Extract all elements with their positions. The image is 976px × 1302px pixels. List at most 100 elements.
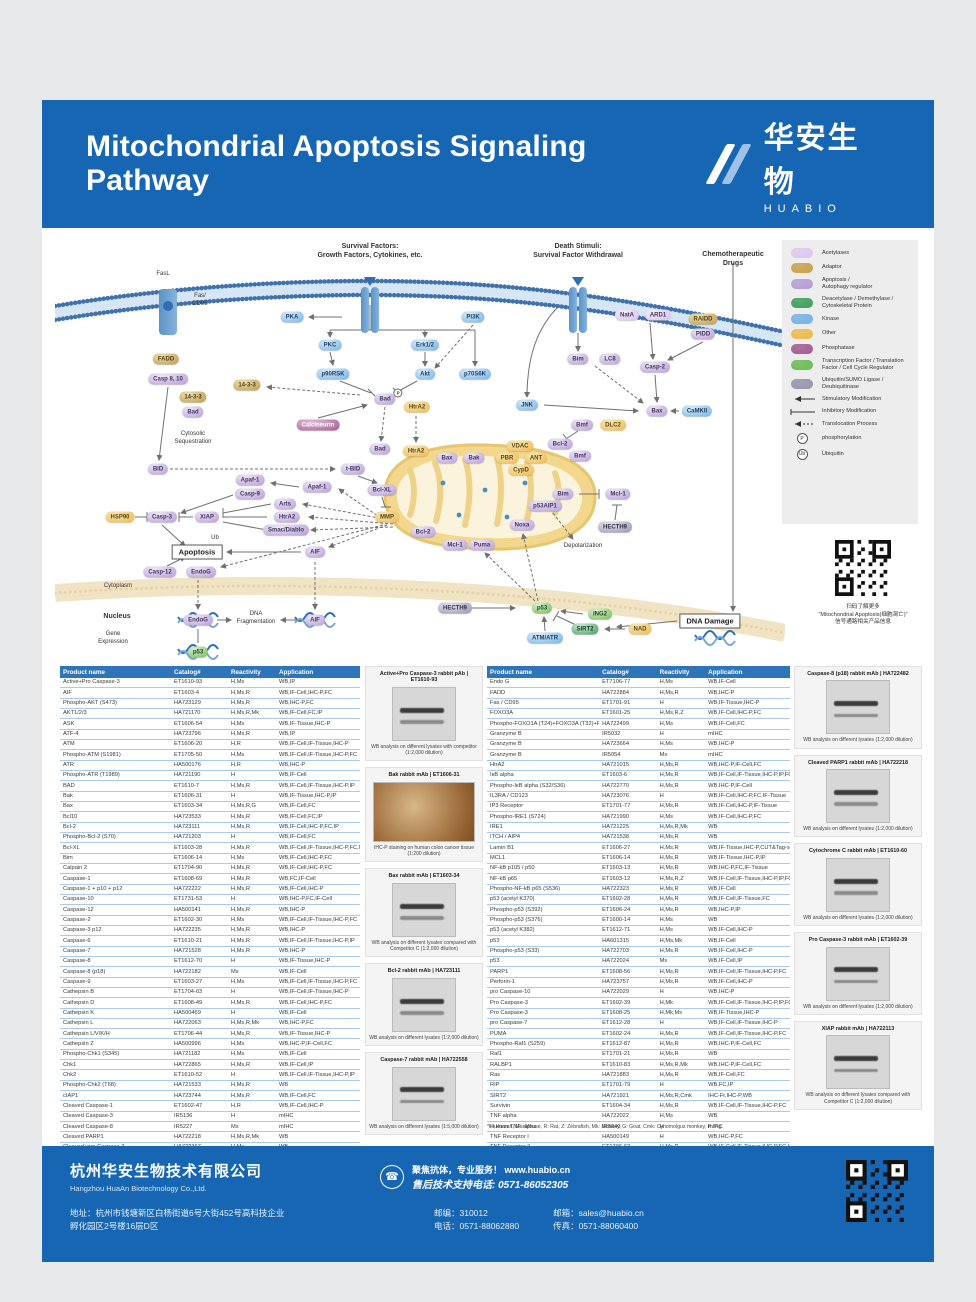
footer-band: 杭州华安生物技术有限公司 Hangzhou HuaAn Biotechnolog…: [42, 1146, 934, 1262]
pathway-node-bid: BID: [147, 463, 169, 475]
table-row: pro Caspase-7 ET1612-28 H WB,IF-Cell,IF-Tis…: [487, 1018, 790, 1030]
legend-item: Inhibitory Modification: [789, 408, 911, 416]
western-blot-image: [826, 680, 890, 735]
pathway-node-smac-diablo: Smac/Diablo: [262, 524, 310, 536]
legend-item-label: Inhibitory Modification: [822, 408, 877, 415]
legend-item: Stimulatory Modification: [789, 395, 911, 403]
legend-swatch-icon: [791, 360, 813, 371]
pathway-node-endog: EndoG: [183, 614, 213, 626]
western-blot-image: [392, 977, 456, 1032]
panel-caption: WB analysis on different lysates compare…: [371, 939, 477, 953]
pathway-node-casp-8-10: Casp 8, 10: [148, 373, 188, 385]
table-row: Bim ET1606-14 H,Ms WB,IF-Cell,IHC-P,FC: [60, 853, 360, 864]
panel-title: Bcl-2 rabbit mAb | HA723111: [387, 968, 461, 975]
table-row: Fas / CD95 ET1701-91 H WB,IF-Tissue,IHC-P: [487, 698, 790, 710]
table-row: Caspase-1 ET1608-69 H,Ms,R WB,FC,IF-Cell: [60, 873, 360, 885]
legend-item-label: Ubiquitin/SUMO Ligase / Deubiquitinase: [822, 376, 884, 390]
footer-email[interactable]: 邮箱：sales@huabio.cn: [553, 1208, 644, 1218]
pathway-node-p53: p53: [187, 646, 209, 658]
legend-item: Apoptosis / Autophagy regulator: [789, 277, 911, 291]
legend-swatch-icon: [791, 297, 813, 308]
table-row: FADD HA722884 H,Ms,R WB,IHC-P: [487, 687, 790, 699]
table-row: ITCH / AIP4 HA721538 H,Ms,R WB: [487, 832, 790, 844]
table-row: Phospho-Bcl-2 (S70) HA721203 H WB,IF-Cell,F…: [60, 832, 360, 844]
pathway-node-htra2: HtrA2: [402, 445, 430, 457]
footer-address: 地址：杭州市钱塘新区白杨街道6号大街452号高科技企业 孵化园区2号楼16层D区: [70, 1208, 285, 1231]
table-row: Phospho-Chk2 (T68) HA721533 H,Ms,R WB: [60, 1080, 360, 1092]
pathway-node-p70s6k: p70S6K: [458, 368, 492, 380]
table-row: pro Caspase-10 HA722029 H WB,IHC-P: [487, 987, 790, 999]
mitochondria-shape: [383, 443, 597, 551]
footer-phone: 电话：0571-88062880: [434, 1220, 520, 1231]
table-row: ATM ET1606-20 H,R WB,IF-Cell,IF-Tissue,IHC-…: [60, 739, 360, 751]
pathway-node-mcl-1: Mcl-1: [605, 488, 631, 500]
legend: Acetylases Adaptor Apoptosis / Autophagy r…: [782, 240, 918, 524]
panel-title: Cytochrome C rabbit mAb | ET1610-60: [809, 848, 907, 855]
page-title: Mitochondrial Apoptosis Signaling Pathwa…: [86, 130, 587, 197]
panel-caption: WB analysis on different lysates compare…: [805, 1092, 911, 1105]
legend-item-label: Stimulatory Modification: [822, 395, 882, 402]
validation-panel: Pro Caspase-3 rabbit mAb | ET1602-39 WB a…: [794, 932, 922, 1015]
table-row: Phospho-p53 (S392) ET1606-24 H,Ms,R WB,IHC-…: [487, 904, 790, 916]
table-row: RALBP1 ET1610-83 H,Ms,R,Mk WB,IHC-P,IF-Cell…: [487, 1059, 790, 1071]
pathway-node-casp-9: Casp-9: [234, 488, 266, 500]
pathway-node-pkc: PKC: [318, 339, 342, 351]
table-row: Phospho-Chk1 (S345) HA721182 H,Ms WB,IF-Cel…: [60, 1049, 360, 1061]
table-row: Phospho-ATR (T1989) HA721190 H WB,IF-Cell: [60, 770, 360, 782]
pathway-node-calcineurin: Calcineurin: [296, 419, 340, 431]
footer-qr-code: [846, 1160, 908, 1222]
legend-item-label: Deacetylase / Demethylase / Cytoskeletal…: [822, 295, 894, 309]
pathway-node-14-3-3: 14-3-3: [233, 379, 261, 391]
logo-en: HUABIO: [763, 203, 842, 215]
pathway-node-arts: Arts: [273, 498, 297, 510]
legend-swatch-icon: [791, 314, 813, 325]
logo-cn: 华安生物: [763, 122, 860, 199]
pathway-node-sirt2: SIRT2: [571, 623, 599, 635]
column-header: Reactivity: [228, 666, 276, 678]
qr-caption: 扫码了解更多 “Mitochondrial Apoptosis(细胞凋亡)” 信…: [818, 604, 908, 626]
pathway-label: Cytosolic Sequestration: [174, 431, 212, 445]
poster-body: FADD Casp 8, 10 PKA PKC Erk1/2 p90RSK Akt PI3K p…: [42, 228, 934, 1146]
pathway-label: Nucleus: [103, 613, 131, 620]
pathway-edges-svg: [55, 263, 785, 660]
pathway-node-p53aip1: p53AIP1: [528, 500, 562, 512]
pathway-node-raidd: RAIDD: [688, 313, 718, 325]
table-row: PARP1 ET1608-56 H,Ms,R WB,IF-Cell,IF-Tissue…: [487, 966, 790, 978]
table-row: Caspase-1 + p10 + p12 HA722222 H,Ms,R WB,IF…: [60, 884, 360, 895]
pathway-node-mcl-1: Mcl-1: [442, 539, 468, 551]
death-ligand-icon: [572, 277, 584, 286]
legend-item: Acetylases: [789, 248, 911, 258]
pathway-node-bcl-2: Bcl-2: [547, 438, 573, 450]
validation-panel: Bcl-2 rabbit mAb | HA723111 WB analysis o…: [365, 963, 483, 1047]
table-row: NF-kB p105 / p50 ET1603-13 H,Ms,R WB,IHC-P,…: [487, 863, 790, 875]
pathway-node-akt: Akt: [415, 368, 435, 380]
header-band: Mitochondrial Apoptosis Signaling Pathwa…: [42, 100, 934, 228]
pathway-node-noxa: Noxa: [509, 519, 535, 531]
table-row: Active+Pro Caspase-3 ET1610-93 H,Ms WB,IP: [60, 678, 360, 689]
legend-item-label: Phosphatase: [822, 345, 855, 351]
pathway-node-p90rsk: p90RSK: [316, 368, 350, 380]
western-blot-image: [392, 1066, 456, 1121]
pathway-node-bad: Bad P: [374, 388, 403, 405]
pathway-node-bim: Bim: [567, 353, 589, 365]
table-row: Caspase-8 ET1612-70 H WB,IF-Tissue,IHC-P: [60, 956, 360, 968]
product-table-left: Product name Catalog# Reactivity Applicatio…: [60, 666, 360, 1146]
panel-caption: WB analysis on different lysates (1:2,00…: [803, 1003, 913, 1010]
table-row: HtrA2 HA721015 H,Ms,R WB,IHC-P,IF-Cell,FC: [487, 760, 790, 771]
logo-slashes-icon: [705, 142, 753, 186]
legend-symbol-ub: Ub: [796, 448, 808, 460]
table-row: Ras HA721883 H,Ms,R WB,IF-Cell,FC: [487, 1069, 790, 1081]
panel-caption: WB analysis on different lysates (1:2,00…: [369, 1034, 479, 1041]
table-row: AKT1/2/3 HA721170 H,Ms,R,Mk WB,IF-Cell,FC,I…: [60, 708, 360, 720]
table-row: Chk2 ET1610-52 H WB,IF-Cell,IF-Tissue,IHC-P…: [60, 1069, 360, 1081]
pathway-node-aif: AIF: [305, 546, 325, 558]
panel-title: Caspase-7 rabbit mAb | HA722558: [380, 1057, 468, 1064]
company-name-cn: 杭州华安生物技术有限公司: [70, 1163, 263, 1180]
legend-swatch-icon: [791, 378, 813, 389]
table-row: Bcl-2 HA723111 H,Ms,R WB,IF-Cell,IHC-P,FC,I…: [60, 822, 360, 833]
western-blot-image: [826, 1035, 890, 1090]
table-row: MCL1 ET1606-14 H,Ms,R WB,IF-Tissue,IHC-P,IP: [487, 853, 790, 864]
pathway-node-lc8: LC8: [599, 353, 621, 365]
pathway-label: Fas/ CD95: [192, 293, 208, 307]
phone-icon: ☎: [380, 1164, 405, 1189]
